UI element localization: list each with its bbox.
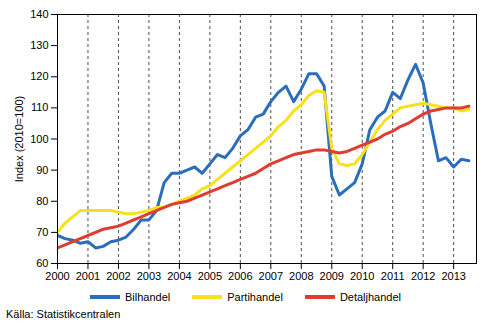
svg-text:120: 120 [30,70,48,82]
svg-text:2009: 2009 [320,270,344,282]
svg-text:2003: 2003 [137,270,161,282]
html-text:Källa: Statistikcentralen: Källa: Statistikcentralen [6,308,121,320]
svg-text:140: 140 [30,8,48,20]
svg-text:2004: 2004 [167,270,191,282]
html-text:Detaljhandel: Detaljhandel [339,291,401,303]
svg-text:110: 110 [31,101,49,113]
svg-text:2010: 2010 [350,270,374,282]
svg-text:70: 70 [36,226,48,238]
svg-text:Index (2010=100): Index (2010=100) [13,96,25,183]
svg-text:90: 90 [36,164,48,176]
svg-text:100: 100 [30,133,48,145]
svg-text:2006: 2006 [228,270,252,282]
html-text:Partihandel: Partihandel [227,291,283,303]
svg-text:2000: 2000 [45,270,69,282]
svg-text:80: 80 [36,195,48,207]
html-text:Bilhandel: Bilhandel [125,291,171,303]
svg-text:2013: 2013 [441,270,465,282]
svg-text:130: 130 [30,39,48,51]
svg-text:2002: 2002 [106,270,130,282]
svg-text:2001: 2001 [76,270,100,282]
svg-text:60: 60 [36,257,48,269]
svg-text:2011: 2011 [381,270,405,282]
svg-text:2007: 2007 [259,270,283,282]
svg-text:2012: 2012 [411,270,435,282]
svg-text:2008: 2008 [289,270,313,282]
svg-text:2005: 2005 [198,270,222,282]
